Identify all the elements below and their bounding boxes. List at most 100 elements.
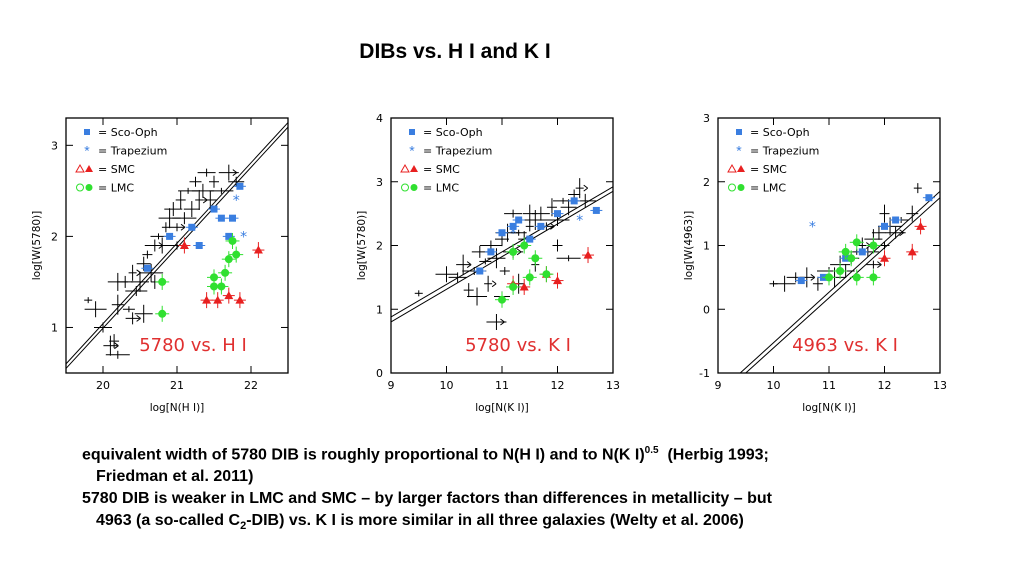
x-tick-label: 13 [933,379,947,392]
lmc-point [847,254,856,263]
sco-oph-point [143,264,151,272]
trapezium-point: * [510,226,517,242]
x-axis-label: log[N(H I)] [150,402,205,414]
x-tick-label: 12 [878,379,892,392]
x-tick-label: 13 [606,379,620,392]
legend: = Sco-Oph * = Trapezium = SMC = LMC [400,126,492,195]
chart-panel-5780-vs-KI: 9 10 11 12 13 0 1 2 3 4 log[N(K I)] log[W(5780)] * * =… [345,100,630,430]
legend-label: = Trapezium [98,145,167,158]
lmc-point [210,273,218,282]
sco-oph-point [858,248,866,256]
y-tick-label: -1 [699,367,710,380]
plot-area: ** [66,122,288,369]
caption-line-2: Friedman et al. 2011) [96,468,254,486]
lmc-point [825,273,833,282]
sco-oph-point [476,267,484,275]
legend: = Sco-Oph * = Trapezium = SMC = LMC [75,126,167,195]
legend-marker-circle-open [401,183,409,192]
lmc-point [869,241,878,250]
legend-label: = SMC [750,163,787,176]
limit-arrow [466,261,472,269]
limit-arrow [500,318,505,326]
lmc-point [228,236,237,245]
plot-area: * [739,183,940,373]
sco-oph-point [229,214,236,222]
chart-annotation: 5780 vs. K I [465,335,571,356]
smc-point [583,250,593,259]
y-tick-label: 1 [703,240,710,253]
y-tick-label: 3 [703,112,710,125]
legend-label: = Sco-Oph [98,126,158,139]
lmc-point [224,255,233,264]
legend-marker-square [736,129,742,135]
sco-oph-point [217,214,225,222]
y-tick-label: 4 [376,112,383,125]
legend-marker-square [409,129,415,135]
lmc-point [841,247,850,256]
sco-oph-point [188,223,196,231]
y-tick-label: 1 [376,303,383,316]
legend-label: = LMC [98,182,134,195]
x-tick-label: 11 [495,379,509,392]
sco-oph-point [526,235,534,243]
trapezium-point: * [809,219,816,235]
sco-oph-point [925,194,933,202]
smc-point [519,282,529,291]
limit-arrow [550,222,555,230]
sco-oph-point [592,206,600,214]
legend-label: = Sco-Oph [750,126,810,139]
lmc-point [158,309,167,318]
smc-point [880,253,889,262]
legend-marker-star: * [736,143,742,159]
smc-point [253,245,263,254]
y-axis-label: log[W(5780)] [356,211,368,281]
legend: = Sco-Oph * = Trapezium = SMC = LMC [727,126,819,195]
smc-point [179,241,189,249]
legend-marker-triangle-open [75,163,85,173]
lmc-point [509,282,518,291]
limit-arrow [899,229,904,237]
y-tick-label: 0 [703,303,710,316]
x-tick-label: 11 [822,379,836,392]
caption-line-3: 5780 DIB is weaker in LMC and SMC – by l… [82,490,772,508]
legend-label: = SMC [98,163,135,176]
sco-oph-point [236,182,244,190]
sco-oph-point [487,248,495,256]
lmc-point [542,270,551,279]
x-tick-label: 21 [170,379,184,392]
legend-marker-circle [737,184,745,191]
sco-oph-point [570,197,578,205]
fit-line [739,190,940,373]
x-tick-label: 9 [388,379,395,392]
lmc-point [531,254,540,263]
y-tick-label: 3 [376,176,383,189]
lmc-point [852,273,861,282]
legend-marker-square [84,129,90,135]
lmc-point [836,267,845,275]
legend-label: = LMC [750,182,786,195]
caption-line-1: equivalent width of 5780 DIB is roughly … [82,445,769,464]
smc-point [213,295,223,304]
y-tick-label: 2 [376,240,383,253]
chart-panel-5780-vs-HI: 20 21 22 1 2 3 log[N(H I)] log[W(5780)] * * = Sco-… [20,100,305,430]
limit-arrow [810,273,816,281]
legend-marker-triangle [737,165,745,172]
x-tick-label: 12 [551,379,565,392]
plot-frame [717,117,941,374]
legend-marker-circle-open [728,183,736,192]
sco-oph-point [881,222,888,230]
sco-oph-point [797,277,805,285]
limit-arrow [232,169,238,177]
fit-line [391,190,613,323]
lmc-point [210,282,218,291]
lmc-point [852,238,861,247]
legend-label: = LMC [423,182,459,195]
legend-marker-star: * [84,143,90,159]
limit-arrow [114,342,119,350]
legend-label: = SMC [423,163,460,176]
y-tick-label: 2 [703,176,710,189]
legend-marker-triangle [410,165,418,172]
caption: equivalent width of 5780 DIB is roughly … [82,440,982,538]
